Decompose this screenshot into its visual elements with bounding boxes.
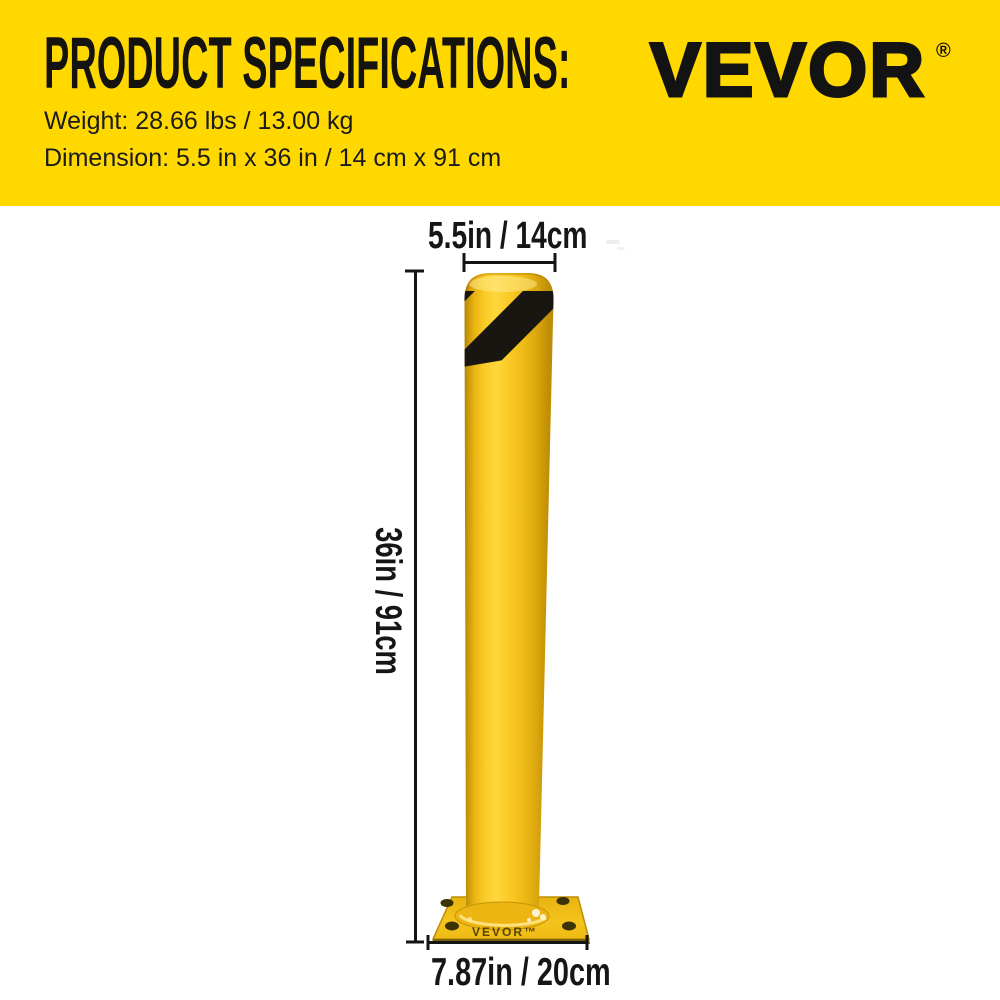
header-banner: PRODUCT SPECIFICATIONS: Weight: 28.66 lb…: [0, 0, 1000, 206]
plate-brand-text: VEVOR™: [472, 925, 538, 939]
weight-spec-text: Weight: 28.66 lbs / 13.00 kg: [44, 107, 354, 135]
top-width-dimension-line: [462, 253, 557, 272]
base-width-label: 7.87in / 20cm: [431, 951, 611, 994]
hazard-stripe-band: [464, 291, 554, 367]
height-dimension-line: [405, 269, 424, 944]
bollard-post: [464, 273, 554, 906]
page-title: PRODUCT SPECIFICATIONS:: [44, 23, 571, 104]
photo-artifact: [617, 247, 625, 250]
cap-highlight: [469, 276, 537, 292]
dimension-spec-text: Dimension: 5.5 in x 36 in / 14 cm x 91 c…: [44, 144, 502, 172]
weld-ring: [454, 901, 550, 931]
base-width-dimension-line: [426, 935, 589, 950]
brand-logo: VEVOR: [648, 28, 927, 113]
height-label: 36in / 91cm: [368, 527, 409, 675]
bolt-hole: [445, 921, 459, 931]
photo-artifact: [606, 240, 620, 244]
bolt-hole: [440, 899, 454, 907]
registered-mark-icon: ®: [936, 40, 951, 62]
bolt-hole: [562, 921, 576, 931]
top-width-label: 5.5in / 14cm: [428, 215, 588, 257]
bolt-hole: [556, 897, 570, 905]
